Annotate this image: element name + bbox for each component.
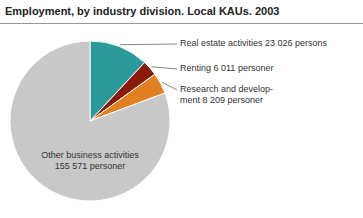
svg-text:Renting 6 011 personer: Renting 6 011 personer [180, 63, 273, 73]
html-text:Employment, by industry divisi: Employment, by industry division. Local … [5, 5, 280, 17]
svg-text:Real estate activities 23 026: Real estate activities 23 026 persons [180, 38, 328, 48]
svg-text:Other business activities155 5: Other business activities155 571 persone… [41, 150, 139, 171]
svg-text:Research and develop-ment 8 20: Research and develop-ment 8 209 personer [180, 84, 273, 105]
